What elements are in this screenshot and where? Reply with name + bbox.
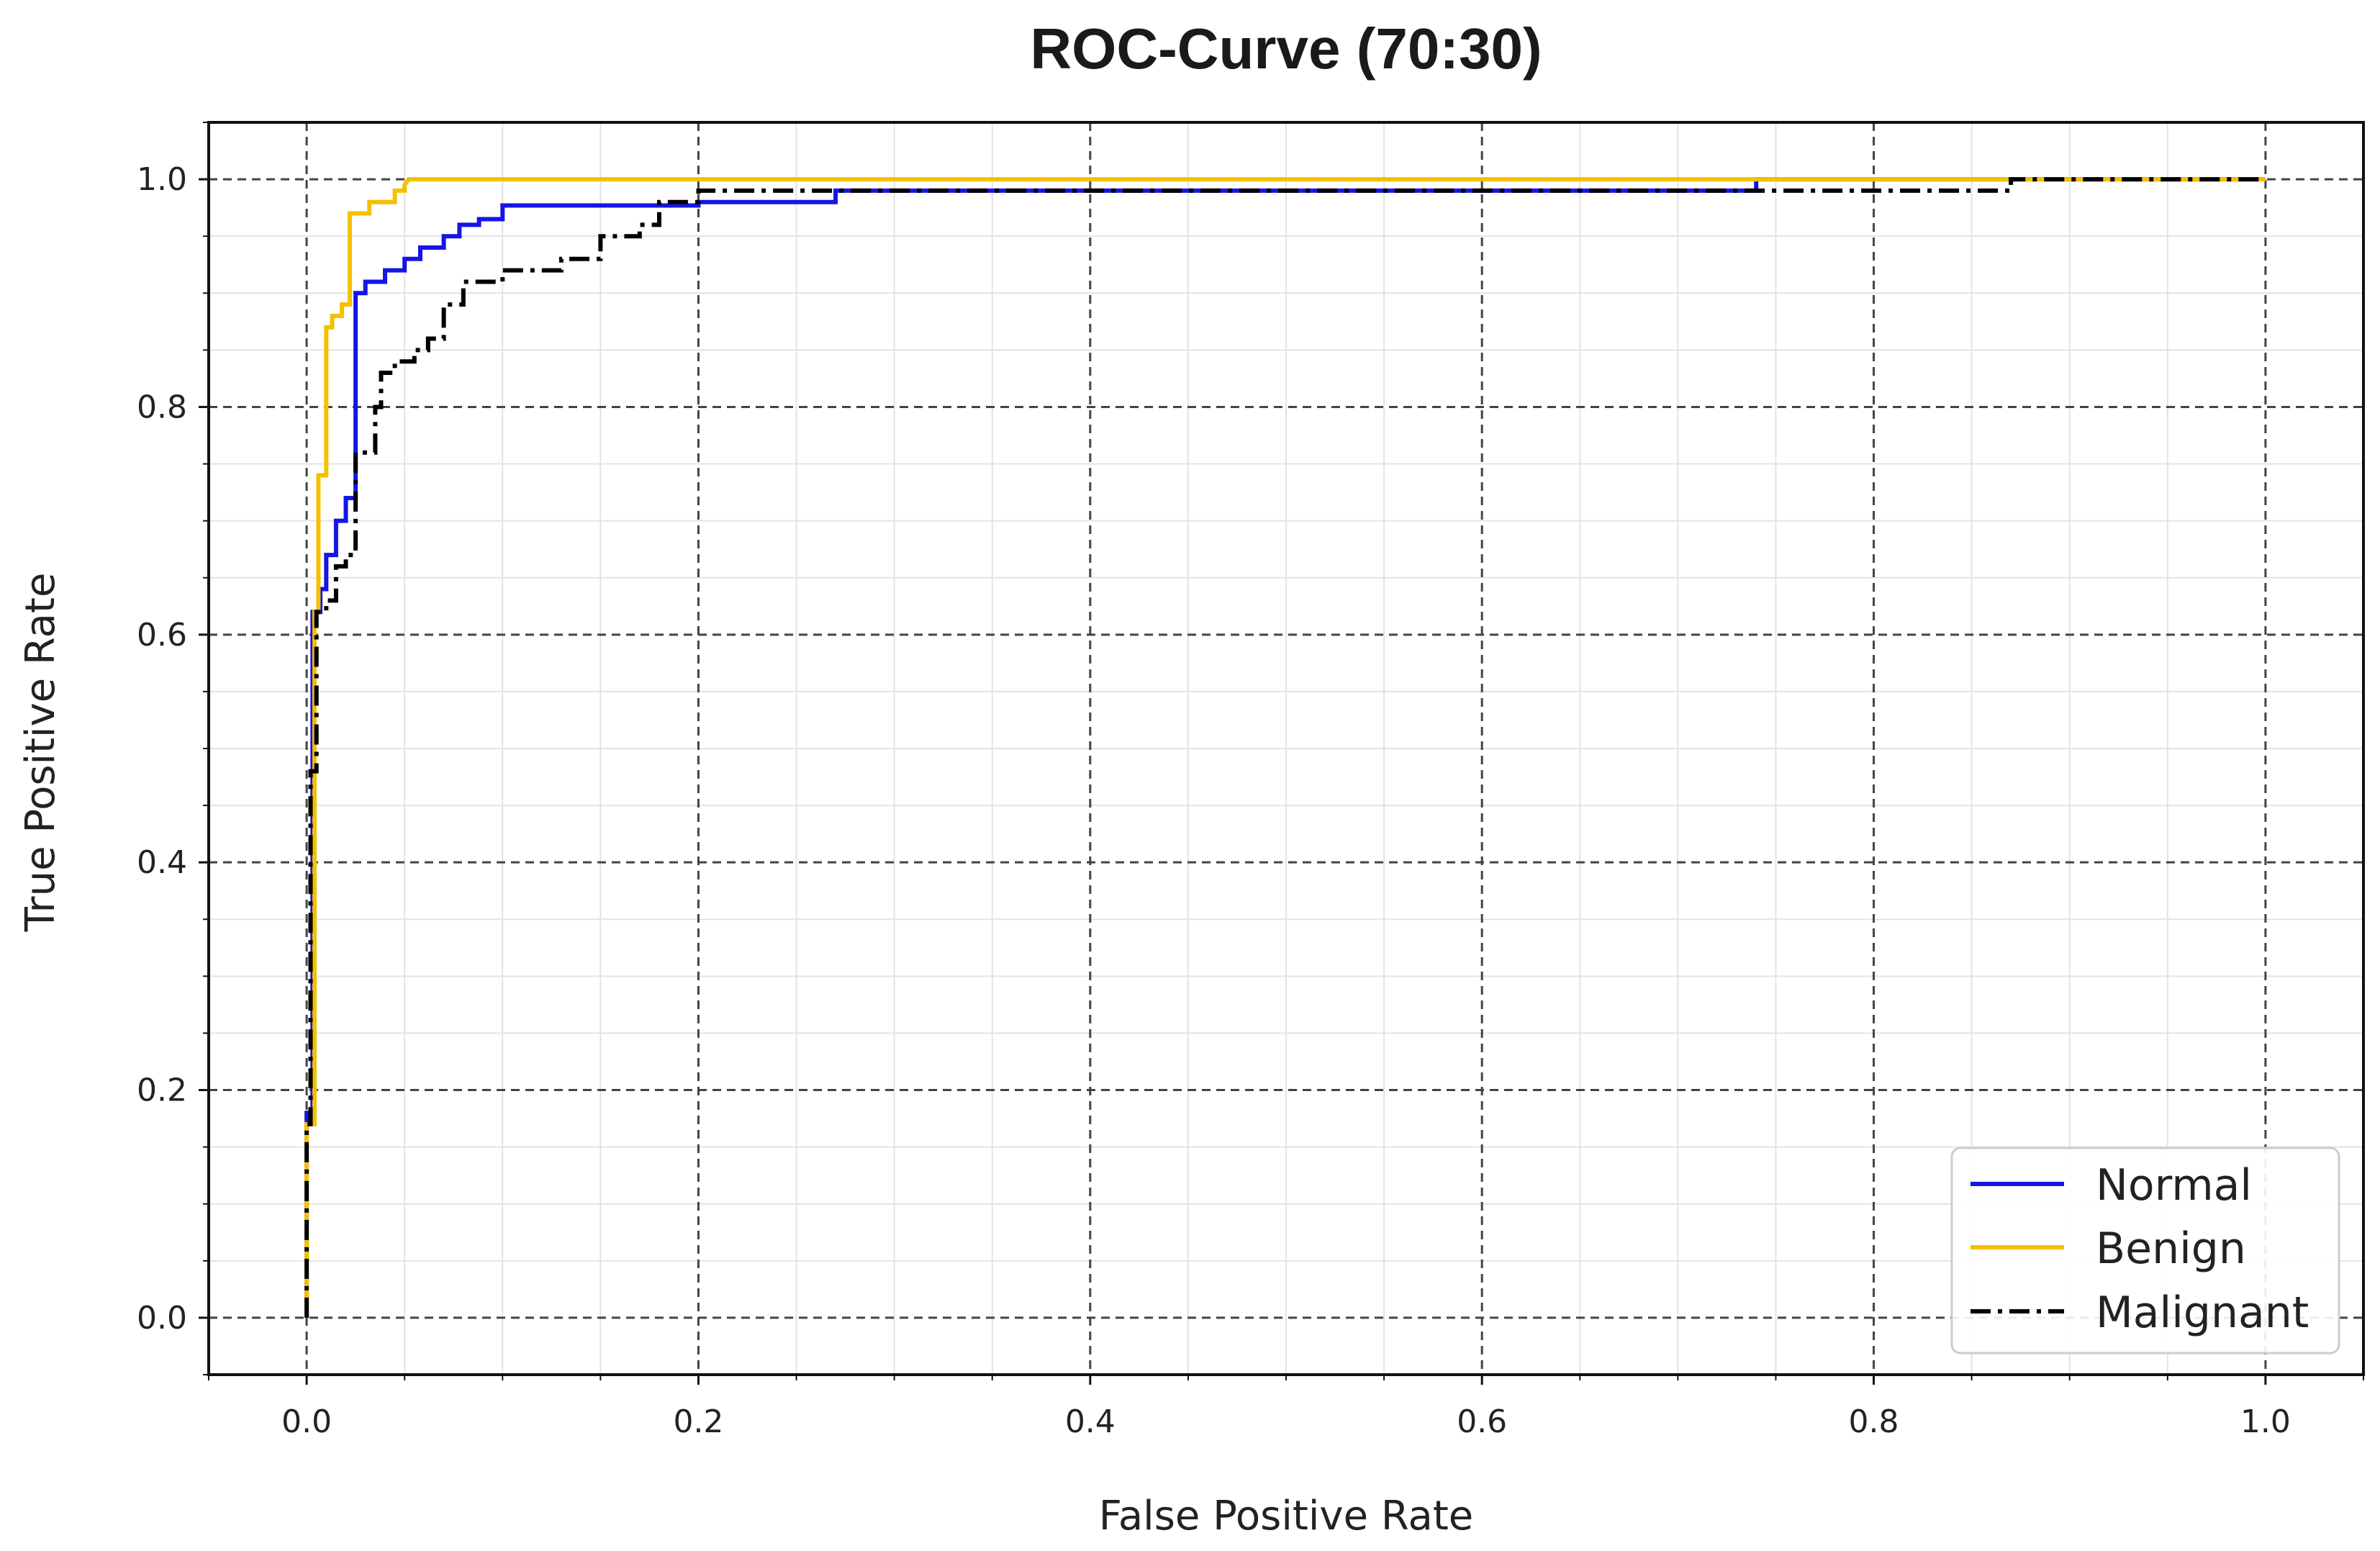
y-tick-label: 0.0 [137,1300,187,1337]
legend-label-malignant: Malignant [2096,1288,2309,1338]
y-tick-label: 0.8 [137,389,187,425]
legend-label-benign: Benign [2096,1224,2246,1274]
legend-box [1950,1147,2340,1355]
legend-label-normal: Normal [2096,1160,2252,1211]
tick-labels: 0.0 0.2 0.4 0.6 0.8 1.0 0.0 0.2 0.4 0.6 0.8 1.0 [137,161,2291,1440]
legend: Normal Benign Malignant [1950,1147,2340,1355]
x-tick-label: 0.6 [1457,1403,1507,1440]
chart-title: ROC-Curve (70:30) [1030,17,1542,81]
x-tick-label: 0.8 [1849,1403,1899,1440]
x-tick-label: 0.0 [281,1403,332,1440]
series-layer [304,177,2266,1318]
series-line-normal [304,177,2266,1318]
y-tick-label: 0.4 [137,844,187,881]
ticks-layer [199,122,2364,1385]
x-tick-label: 0.4 [1065,1403,1116,1440]
x-tick-label: 0.2 [673,1403,723,1440]
y-tick-label: 0.6 [137,617,187,654]
x-tick-label: 1.0 [2240,1403,2291,1440]
y-tick-label: 0.2 [137,1072,187,1109]
x-axis-label: False Positive Rate [1099,1493,1473,1539]
y-tick-label: 1.0 [137,161,187,198]
minor-grid [208,122,2364,1375]
y-axis-label: True Positive Rate [17,573,64,933]
